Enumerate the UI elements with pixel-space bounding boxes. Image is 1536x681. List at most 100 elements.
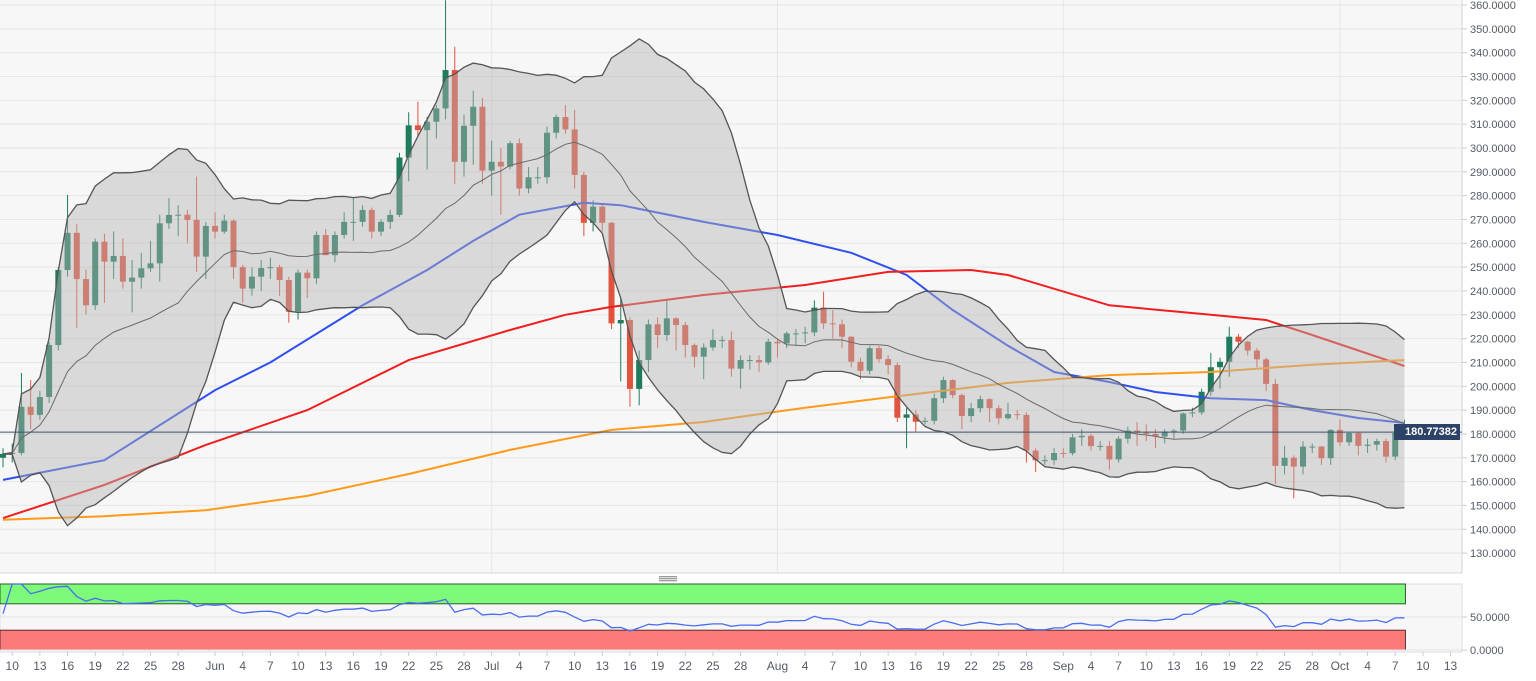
x-tick-label: Jul	[484, 659, 499, 673]
candle-up	[1346, 432, 1353, 443]
candle-down	[958, 395, 965, 417]
candle-up	[1189, 412, 1196, 414]
candle-up	[313, 234, 320, 279]
rsi-tick-label: 0.0000	[1470, 645, 1504, 657]
x-tick-label: 10	[1416, 659, 1430, 673]
x-tick-label: 7	[267, 659, 274, 673]
y-tick-label: 300.0000	[1470, 143, 1516, 155]
candle-up	[1097, 445, 1104, 447]
y-tick-label: 200.0000	[1470, 381, 1516, 393]
candle-up	[1309, 446, 1316, 448]
candle-down	[608, 222, 615, 324]
candle-down	[1106, 445, 1113, 460]
x-tick-label: 22	[1250, 659, 1264, 673]
bollinger-bands	[2, 38, 1405, 527]
candle-down	[82, 279, 89, 306]
y-tick-label: 230.0000	[1470, 310, 1516, 322]
candle-up	[165, 214, 172, 224]
rsi-tick-label: 50.0000	[1470, 612, 1510, 624]
candle-up	[765, 341, 772, 363]
candle-up	[534, 177, 541, 179]
y-tick-label: 170.0000	[1470, 453, 1516, 465]
x-tick-label: 28	[457, 659, 471, 673]
candle-up	[396, 157, 403, 215]
panel-resize-handle[interactable]	[659, 576, 677, 582]
bollinger-middle	[2, 141, 1405, 455]
candle-up	[36, 397, 43, 415]
candle-down	[304, 272, 311, 279]
x-tick-label: 4	[1088, 659, 1095, 673]
candle-down	[497, 161, 504, 167]
candle-up	[968, 408, 975, 417]
candles	[0, 0, 1408, 499]
candle-down	[848, 336, 855, 362]
candle-up	[1281, 457, 1288, 466]
y-tick-label: 160.0000	[1470, 477, 1516, 489]
candle-down	[894, 365, 901, 418]
candle-up	[202, 225, 209, 257]
candle-up	[147, 263, 154, 269]
candle-up	[802, 332, 809, 334]
candle-down	[230, 220, 237, 268]
candle-down	[875, 348, 882, 360]
rsi-overbought-zone	[0, 583, 1406, 605]
candle-up	[55, 269, 62, 346]
x-tick-label: 7	[544, 659, 551, 673]
candle-up	[525, 177, 532, 189]
candle-down	[1253, 350, 1260, 360]
x-tick-label: 25	[430, 659, 444, 673]
candle-down	[1032, 450, 1039, 461]
bollinger-upper	[2, 38, 1405, 455]
x-tick-label: 10	[291, 659, 305, 673]
x-tick-label: 19	[651, 659, 665, 673]
x-tick-label: 4	[1364, 659, 1371, 673]
candle-down	[1263, 359, 1270, 384]
candle-up	[1300, 446, 1307, 467]
candle-down	[580, 174, 587, 223]
candle-up	[866, 348, 873, 371]
x-tick-label: 16	[909, 659, 923, 673]
x-tick-label: 28	[172, 659, 186, 673]
candle-up	[442, 70, 449, 109]
candle-up	[175, 214, 182, 216]
candle-up	[1373, 441, 1380, 445]
x-tick-label: Jun	[205, 659, 224, 673]
candle-down	[562, 117, 569, 130]
candle-up	[424, 121, 431, 131]
y-tick-label: 340.0000	[1470, 48, 1516, 60]
candle-down	[756, 360, 763, 363]
candle-up	[617, 320, 624, 324]
candle-down	[1060, 453, 1067, 455]
candle-down	[829, 323, 836, 325]
candle-up	[267, 267, 274, 269]
candle-up	[709, 340, 716, 348]
candle-up	[350, 221, 357, 223]
y-tick-label: 280.0000	[1470, 191, 1516, 203]
candle-down	[516, 143, 523, 189]
candle-up	[129, 277, 136, 282]
x-tick-label: 10	[854, 659, 868, 673]
candle-up	[92, 241, 99, 306]
candle-up	[507, 143, 514, 167]
candle-up	[221, 220, 228, 232]
y-tick-label: 210.0000	[1470, 357, 1516, 369]
candle-up	[387, 214, 394, 222]
moving-averages	[2, 201, 1405, 521]
candle-down	[322, 234, 329, 256]
x-tick-label: 28	[1020, 659, 1034, 673]
candle-down	[673, 318, 680, 326]
candle-down	[1023, 414, 1030, 451]
candle-down	[193, 219, 200, 257]
candle-down	[682, 325, 689, 346]
candle-down	[414, 125, 421, 131]
y-tick-label: 180.0000	[1470, 429, 1516, 441]
x-tick-label: 22	[402, 659, 416, 673]
x-tick-label: 7	[1392, 659, 1399, 673]
candle-up	[488, 161, 495, 171]
bollinger-lower	[2, 200, 1405, 527]
x-tick-label: 19	[937, 659, 951, 673]
candle-up	[433, 108, 440, 122]
time-axis: 10 13 16 19 22 25 28 Jun 4 7 10 13 16 19 22 25 28 Jul 4 7 10…	[6, 652, 1458, 673]
candle-up	[663, 318, 670, 336]
